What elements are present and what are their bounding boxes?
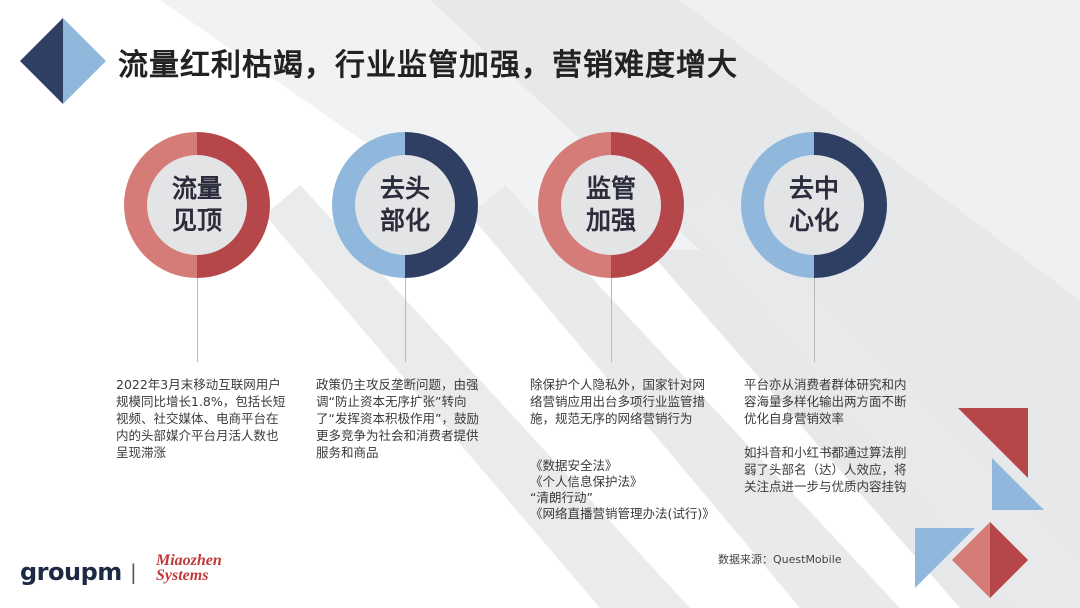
law-item: 《数据安全法》 — [530, 458, 618, 473]
connector-line — [405, 278, 406, 362]
connector-line — [611, 278, 612, 362]
item-description: 2022年3月末移动互联网用户规模同比增长1.8%，包括长短视频、社交媒体、电商… — [116, 377, 286, 460]
item-description: 除保护个人隐私外，国家针对网络营销应用出台多项行业监管措施，规范无序的网络营销行… — [530, 377, 706, 426]
ring-label: 流量 见顶 — [171, 174, 222, 235]
item-description: 政策仍主攻反垄断问题，由强调“防止资本无序扩张”转向了“发挥资本积极作用”，鼓励… — [316, 377, 479, 460]
groupm-logo: groupm — [20, 558, 122, 586]
ring-label: 去中 心化 — [788, 174, 839, 235]
ring-decentralization: 去中 心化 — [741, 132, 887, 278]
ring-traffic-peak: 流量 见顶 — [124, 132, 270, 278]
ring-label: 监管 加强 — [585, 174, 636, 235]
connector-line — [197, 278, 198, 362]
law-item: 《网络直播营销管理办法(试行)》 — [530, 506, 715, 521]
corner-shapes-icon — [915, 408, 1044, 598]
title-diamond-icon — [20, 18, 106, 104]
miaozhen-logo: Miaozhen Systems — [156, 552, 222, 584]
connector-line — [814, 278, 815, 362]
ring-regulation: 监管 加强 — [538, 132, 684, 278]
logo-separator: | — [130, 560, 137, 584]
law-item: “清朗行动” — [530, 490, 593, 505]
item-description: 平台亦从消费者群体研究和内容海量多样化输出两方面不断优化自身营销效率 如抖音和小… — [744, 377, 907, 494]
law-item: 《个人信息保护法》 — [530, 474, 643, 489]
law-list: 《数据安全法》 《个人信息保护法》 “清朗行动” 《网络直播营销管理办法(试行)… — [530, 458, 715, 522]
data-source-note: 数据来源：QuestMobile — [718, 553, 842, 566]
ring-label: 去头 部化 — [379, 174, 430, 235]
page-title: 流量红利枯竭，行业监管加强，营销难度增大 — [118, 48, 738, 83]
ring-deheadization: 去头 部化 — [332, 132, 478, 278]
